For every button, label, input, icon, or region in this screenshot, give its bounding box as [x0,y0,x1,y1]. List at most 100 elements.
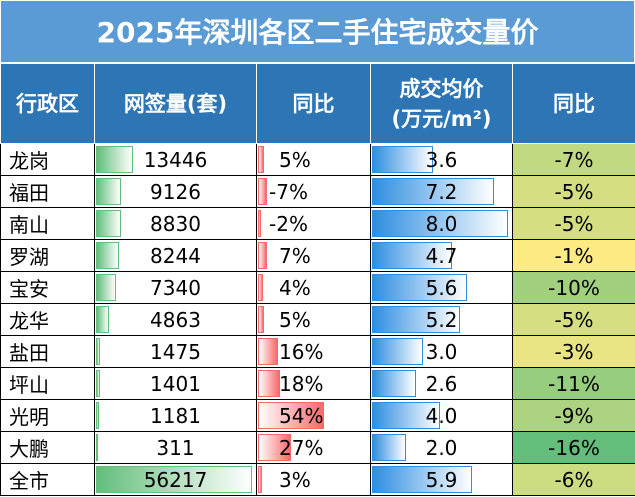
price-value: 5.9 [425,467,458,492]
volume-yoy-value: 27% [279,435,324,460]
cell-district: 大鹏 [0,431,95,464]
cell-price: 7.2 [370,175,513,208]
header-price-line2: (万元/m²) [391,106,492,131]
volume-value: 8244 [150,243,201,268]
price-bar [372,178,494,205]
volume-yoy-value: 4% [279,275,311,300]
cell-price: 3.6 [370,143,513,176]
cell-volume: 1401 [94,367,257,400]
cell-price-yoy: -5% [512,175,635,208]
price-bar [372,210,508,237]
volume-value: 1475 [150,339,201,364]
table-row: 宝安 7340 4% 5.6 -10% [0,271,635,304]
cell-price: 5.6 [370,271,513,304]
price-value: 4.7 [425,243,458,268]
cell-district: 坪山 [0,367,95,400]
volume-bar [96,210,121,237]
volume-bar [96,146,133,173]
cell-district: 罗湖 [0,239,95,272]
cell-volume-yoy: 18% [256,367,371,400]
cell-volume: 7340 [94,271,257,304]
cell-volume: 1475 [94,335,257,368]
cell-volume: 311 [94,431,257,464]
cell-volume-yoy: -7% [256,175,371,208]
cell-price-yoy: -11% [512,367,635,400]
volume-bar [96,306,109,333]
volume-bar [96,338,100,365]
volume-value: 13446 [143,147,208,172]
volume-value: 4863 [150,307,201,332]
cell-volume-yoy: 16% [256,335,371,368]
volume-bar [96,370,100,397]
price-bar [372,242,452,269]
volume-value: 56217 [143,467,208,492]
volume-bar [96,402,99,429]
cell-volume-yoy: 5% [256,143,371,176]
header-volume: 网签量(套) [94,63,257,144]
header-price-yoy: 同比 [512,63,635,144]
cell-price: 5.2 [370,303,513,336]
price-value: 7.2 [425,179,458,204]
price-value: 3.0 [425,339,458,364]
cell-price-yoy: -1% [512,239,635,272]
volume-bar [96,242,119,269]
cell-district: 光明 [0,399,95,432]
cell-price: 4.7 [370,239,513,272]
volume-value: 7340 [150,275,201,300]
volume-bar [96,466,252,493]
cell-district: 龙岗 [0,143,95,176]
cell-district: 福田 [0,175,95,208]
table-row: 南山 8830 -2% 8.0 -5% [0,207,635,240]
volume-yoy-value: -7% [269,179,308,204]
price-bar [372,434,406,461]
cell-volume-yoy: -2% [256,207,371,240]
volume-value: 311 [156,435,195,460]
cell-price-yoy: -10% [512,271,635,304]
table-row: 龙岗 13446 5% 3.6 -7% [0,143,635,176]
table-row: 全市 56217 3% 5.9 -6% [0,463,635,496]
volume-yoy-bar [258,242,267,269]
volume-yoy-value: 7% [279,243,311,268]
volume-yoy-bar [258,274,263,301]
volume-bar [96,274,116,301]
cell-price: 8.0 [370,207,513,240]
volume-yoy-bar [258,338,278,365]
price-bar [372,338,423,365]
volume-yoy-value: -2% [269,211,308,236]
cell-volume: 4863 [94,303,257,336]
price-value: 5.6 [425,275,458,300]
volume-yoy-bar [258,434,291,461]
header-row: 行政区 网签量(套) 同比 成交均价 (万元/m²) 同比 [0,63,635,144]
table-row: 盐田 1475 16% 3.0 -3% [0,335,635,368]
volume-yoy-value: 5% [279,147,311,172]
table-row: 龙华 4863 5% 5.2 -5% [0,303,635,336]
price-value: 3.6 [425,147,458,172]
cell-price: 2.6 [370,367,513,400]
price-bar [372,370,416,397]
volume-value: 8830 [150,211,201,236]
volume-yoy-bar [258,370,280,397]
cell-district: 盐田 [0,335,95,368]
volume-yoy-value: 18% [279,371,324,396]
cell-volume: 9126 [94,175,257,208]
price-value: 5.2 [425,307,458,332]
price-bar [372,274,467,301]
price-value: 2.0 [425,435,458,460]
volume-value: 9126 [150,179,201,204]
header-volume-yoy: 同比 [256,63,371,144]
cell-price-yoy: -6% [512,463,635,496]
cell-price-yoy: -9% [512,399,635,432]
volume-yoy-bar [258,178,267,205]
price-bar [372,306,460,333]
cell-price: 2.0 [370,431,513,464]
price-value: 8.0 [425,211,458,236]
header-district: 行政区 [0,63,95,144]
volume-yoy-bar [258,210,261,237]
price-value: 4.0 [425,403,458,428]
cell-price-yoy: -16% [512,431,635,464]
price-value: 2.6 [425,371,458,396]
cell-price-yoy: -3% [512,335,635,368]
volume-yoy-bar [258,402,324,429]
cell-volume: 1181 [94,399,257,432]
volume-bar [96,178,121,205]
